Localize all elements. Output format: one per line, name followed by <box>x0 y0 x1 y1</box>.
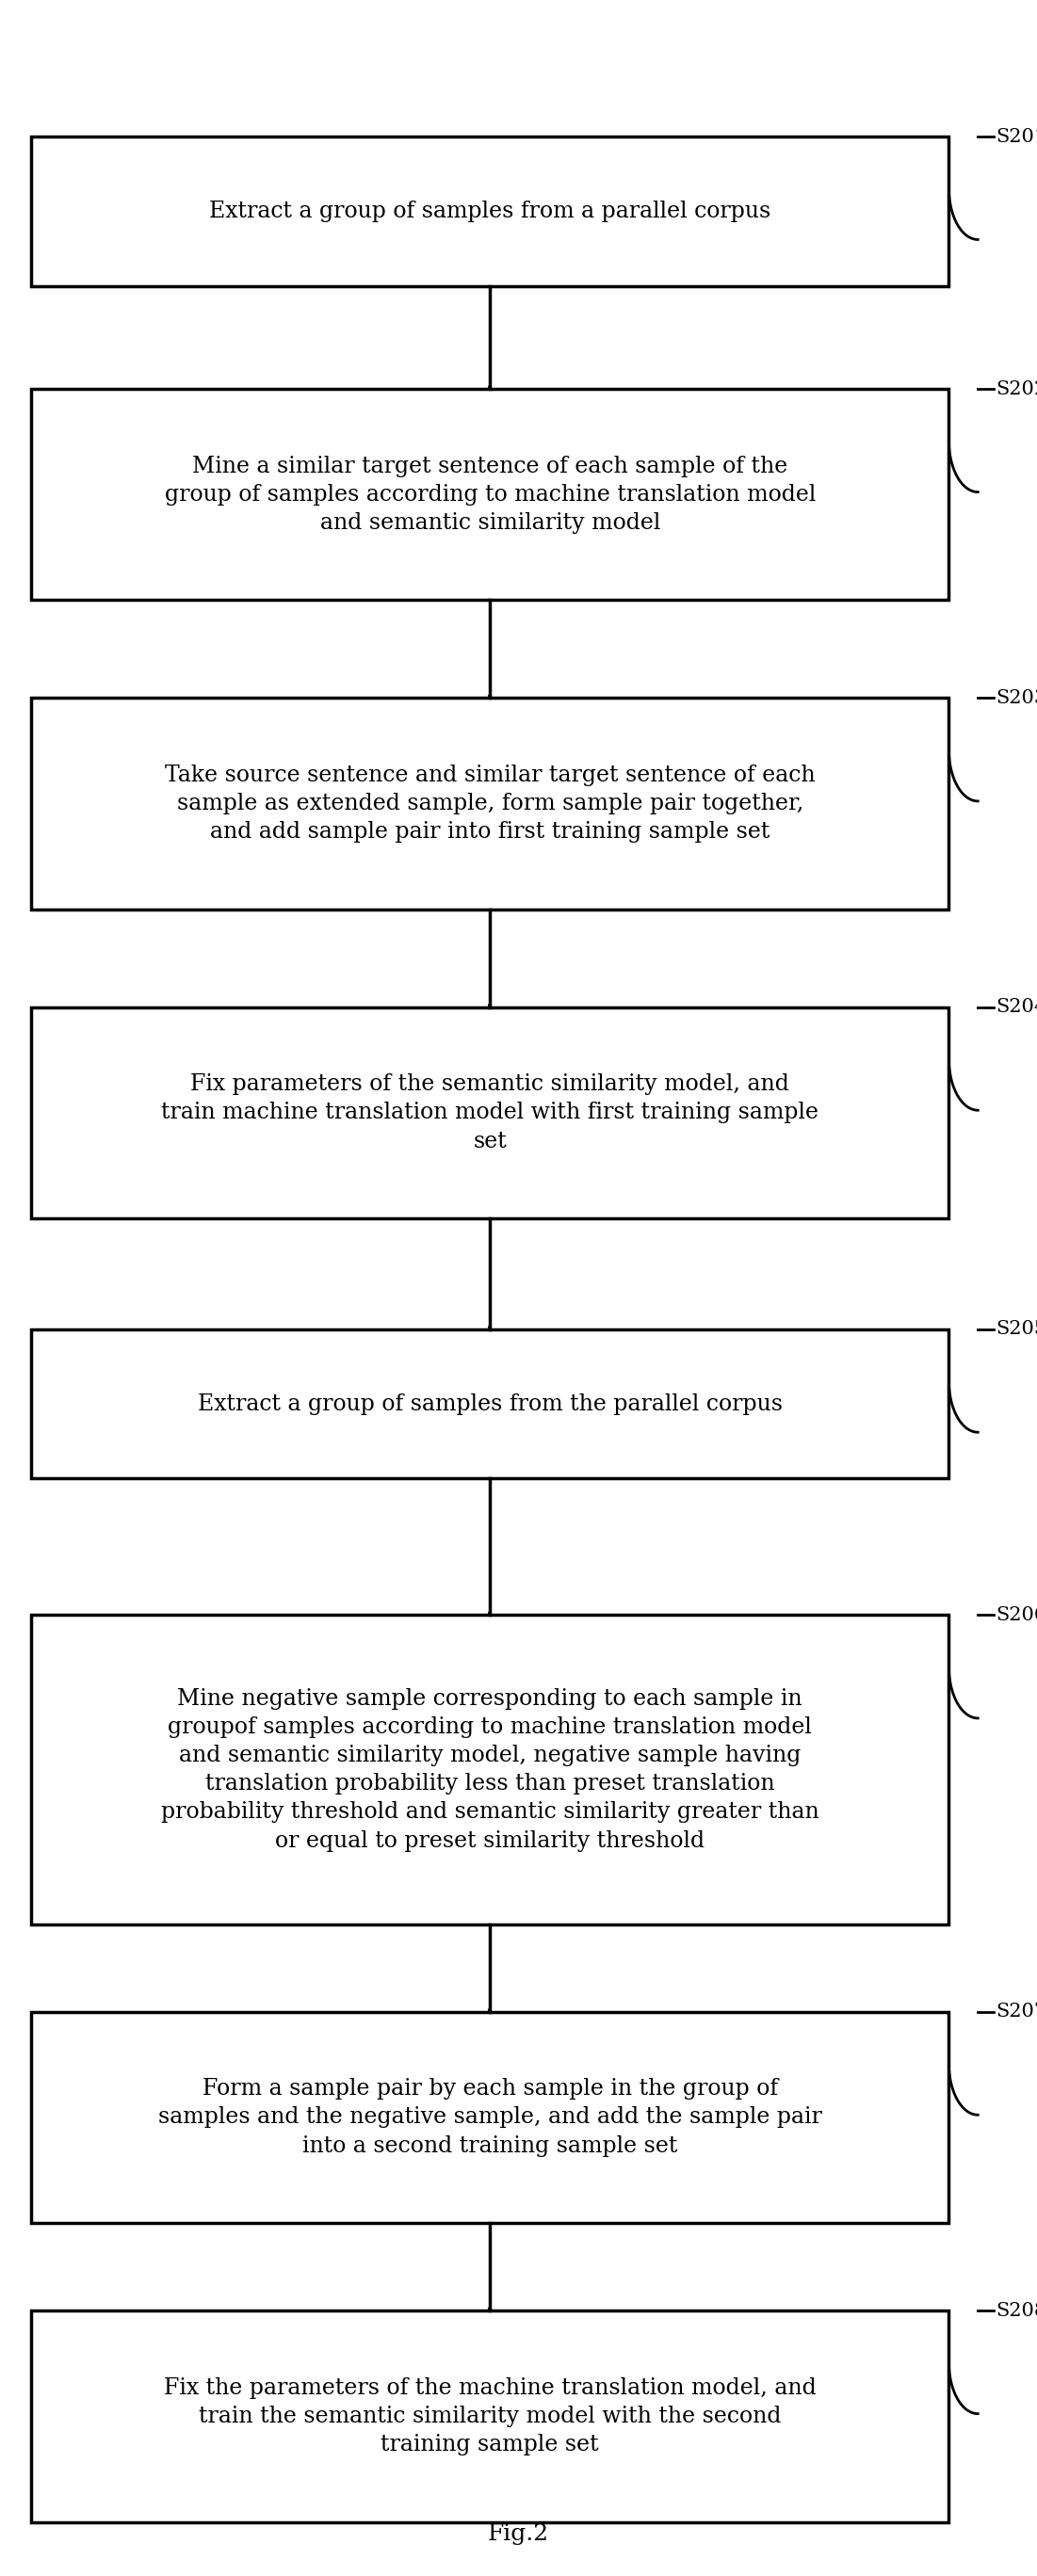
Bar <box>31 2012 949 2223</box>
Text: Extract a group of samples from the parallel corpus: Extract a group of samples from the para… <box>197 1394 783 1414</box>
Text: Take source sentence and similar target sentence of each
sample as extended samp: Take source sentence and similar target … <box>165 765 815 842</box>
Text: Extract a group of samples from a parallel corpus: Extract a group of samples from a parall… <box>209 201 770 222</box>
Text: S204: S204 <box>996 999 1037 1015</box>
Bar <box>31 2311 949 2522</box>
Text: Mine negative sample corresponding to each sample in
groupof samples according t: Mine negative sample corresponding to ea… <box>161 1687 819 1852</box>
Text: S206: S206 <box>996 1607 1037 1623</box>
Bar <box>31 1615 949 1924</box>
Text: Fig.2: Fig.2 <box>487 2524 550 2545</box>
Text: Mine a similar target sentence of each sample of the
group of samples according : Mine a similar target sentence of each s… <box>165 456 815 533</box>
Text: S205: S205 <box>996 1321 1037 1337</box>
Bar <box>31 1329 949 1479</box>
Text: Fix the parameters of the machine translation model, and
train the semantic simi: Fix the parameters of the machine transl… <box>164 2378 816 2455</box>
Text: S202: S202 <box>996 381 1037 397</box>
Bar <box>31 389 949 600</box>
Text: S208: S208 <box>996 2303 1037 2318</box>
Bar <box>31 137 949 286</box>
Text: Form a sample pair by each sample in the group of
samples and the negative sampl: Form a sample pair by each sample in the… <box>158 2079 822 2156</box>
Bar <box>31 698 949 909</box>
Bar <box>31 1007 949 1218</box>
Text: S203: S203 <box>996 690 1037 706</box>
Text: S201: S201 <box>996 129 1037 144</box>
Text: Fix parameters of the semantic similarity model, and
train machine translation m: Fix parameters of the semantic similarit… <box>162 1074 818 1151</box>
Text: S207: S207 <box>996 2004 1037 2020</box>
